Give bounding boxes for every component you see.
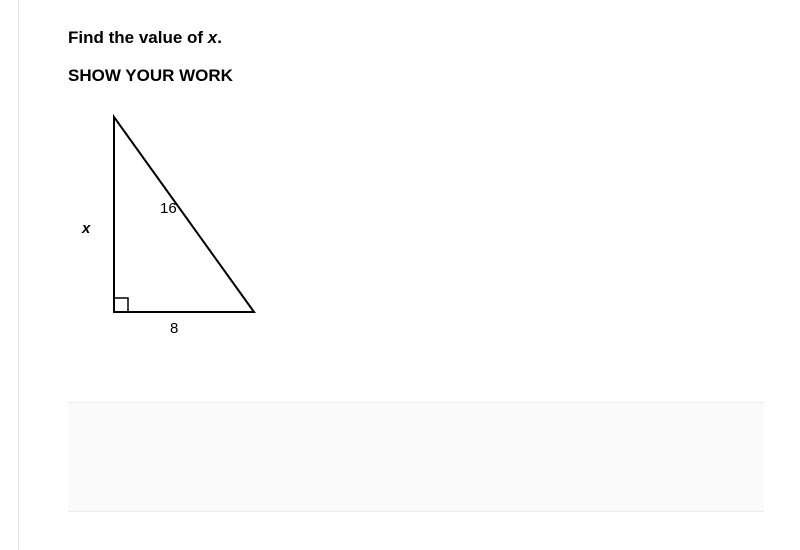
prompt-text-after: . bbox=[217, 28, 222, 47]
work-area[interactable] bbox=[68, 402, 764, 512]
label-left-leg: x bbox=[82, 220, 90, 237]
triangle-shape bbox=[114, 117, 254, 312]
label-base: 8 bbox=[170, 320, 178, 337]
problem-prompt: Find the value of x. bbox=[68, 28, 780, 48]
prompt-variable: x bbox=[208, 28, 217, 47]
triangle-diagram: x 16 8 bbox=[74, 112, 294, 342]
show-work-instruction: SHOW YOUR WORK bbox=[68, 66, 780, 86]
triangle-svg bbox=[74, 112, 294, 342]
prompt-text-before: Find the value of bbox=[68, 28, 208, 47]
page-left-rule bbox=[18, 0, 19, 550]
label-hypotenuse: 16 bbox=[160, 200, 177, 217]
problem-content: Find the value of x. SHOW YOUR WORK x 16… bbox=[68, 28, 780, 382]
right-angle-marker bbox=[114, 298, 128, 312]
